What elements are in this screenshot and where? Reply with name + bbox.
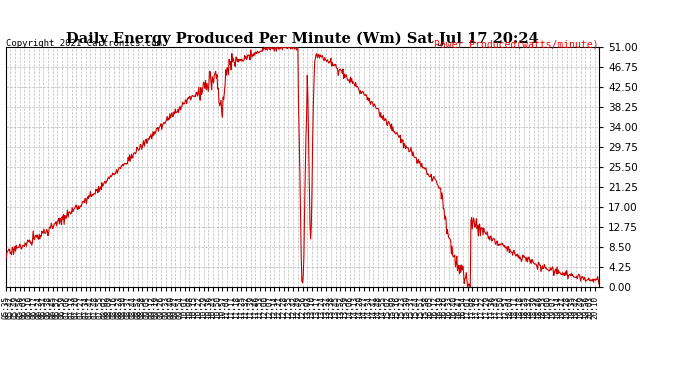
Text: Copyright 2021 Cartronics.com: Copyright 2021 Cartronics.com [6,39,161,48]
Text: Power Produced(watts/minute): Power Produced(watts/minute) [435,39,599,50]
Title: Daily Energy Produced Per Minute (Wm) Sat Jul 17 20:24: Daily Energy Produced Per Minute (Wm) Sa… [66,32,539,46]
